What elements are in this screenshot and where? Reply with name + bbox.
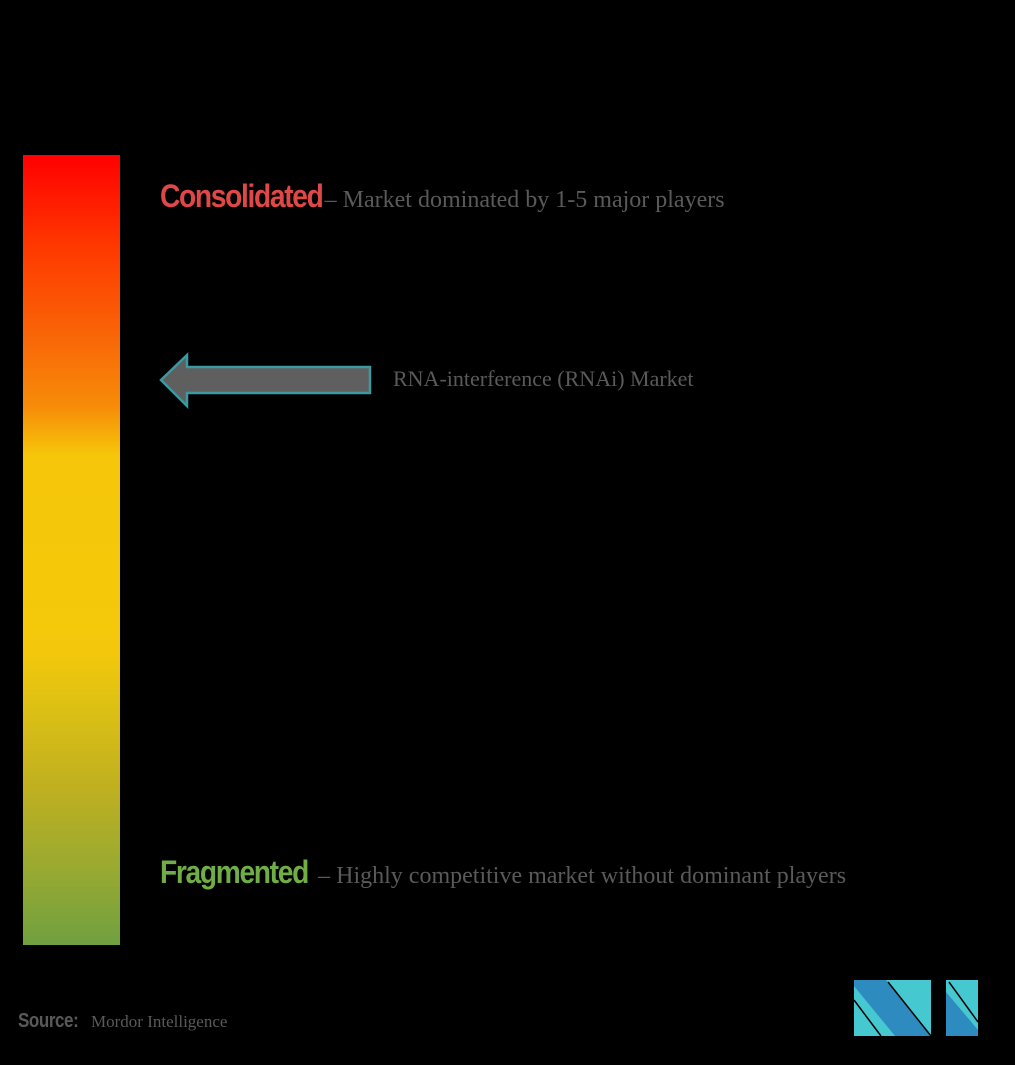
consolidated-description: – Market dominated by 1-5 major players xyxy=(324,187,725,213)
consolidated-label-row: Consolidated – Market dominated by 1-5 m… xyxy=(160,178,725,215)
fragmented-description: – Highly competitive market without domi… xyxy=(318,863,847,889)
mordor-intelligence-logo-icon xyxy=(853,980,979,1037)
fragmented-label-row: Fragmented – Highly competitive market w… xyxy=(160,854,846,891)
market-position-arrow-icon xyxy=(159,352,372,410)
market-name-label: RNA-interference (RNAi) Market xyxy=(393,366,694,391)
source-label: Source: xyxy=(18,1010,79,1032)
fragmented-title: Fragmented xyxy=(160,854,309,890)
source-value: Mordor Intelligence xyxy=(91,1012,228,1031)
consolidated-title: Consolidated xyxy=(160,178,324,214)
concentration-gradient-bar xyxy=(23,155,120,945)
source-credit: Source: Mordor Intelligence xyxy=(18,1010,227,1033)
